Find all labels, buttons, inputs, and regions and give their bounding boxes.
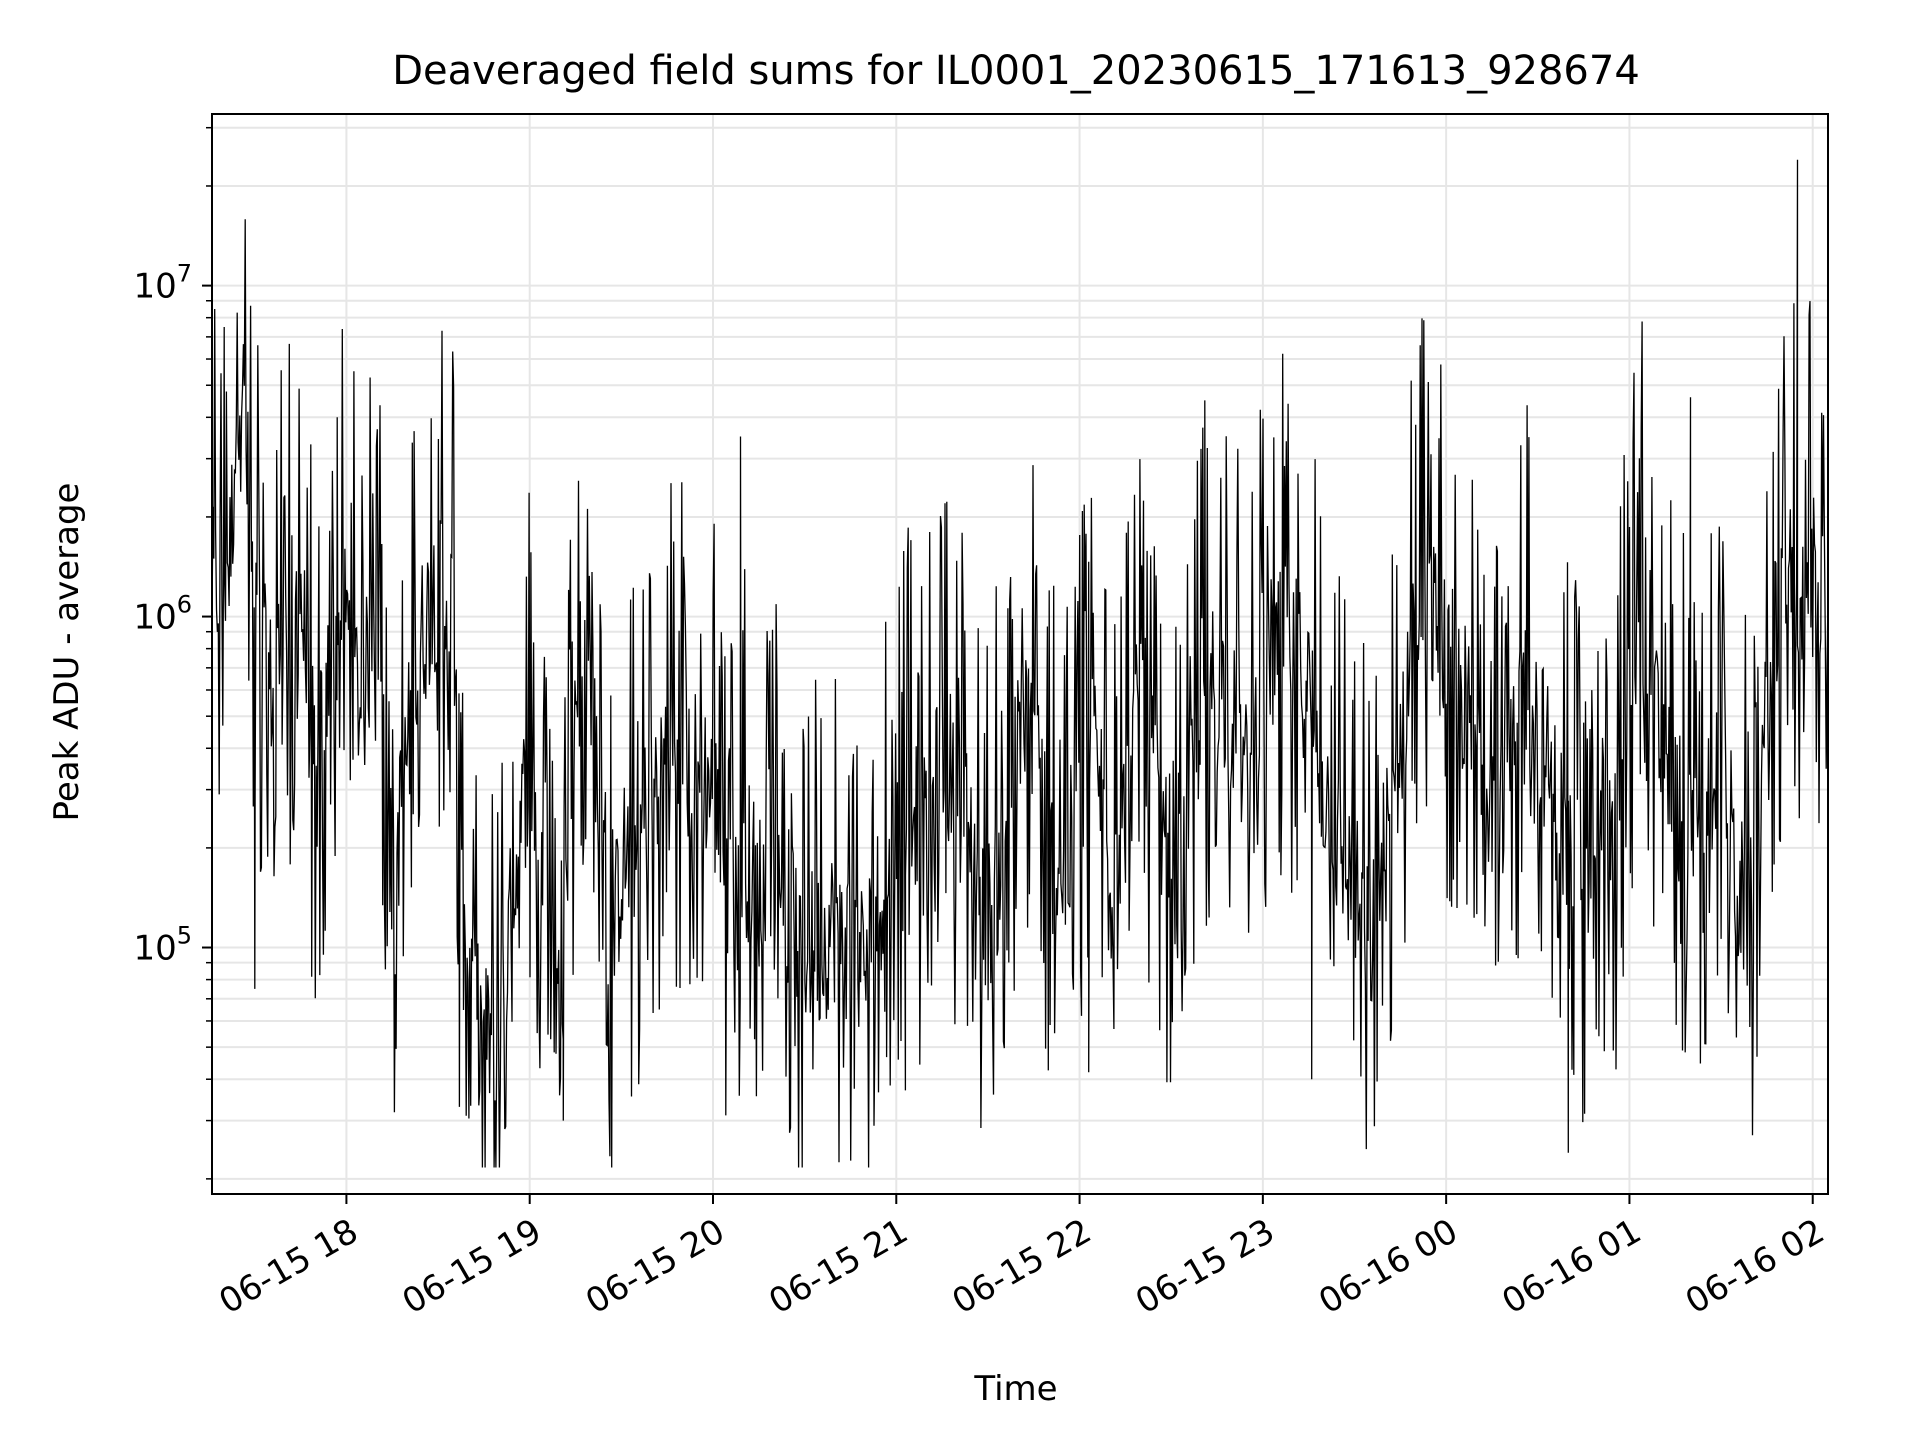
series-line: [211, 159, 1829, 1168]
y-axis-ticks: 105 106 107: [133, 126, 212, 1180]
y-axis-label: Peak ADU - average: [47, 483, 87, 822]
x-axis-label: Time: [973, 1369, 1057, 1409]
series-layer: [211, 159, 1829, 1168]
chart-title: Deaveraged field sums for IL0001_2023061…: [392, 48, 1640, 94]
plot-frame: [211, 113, 1829, 1195]
y-tick-label: 106: [133, 591, 192, 638]
y-tick-label: 105: [133, 922, 192, 969]
y-tick-label: 107: [133, 260, 192, 307]
